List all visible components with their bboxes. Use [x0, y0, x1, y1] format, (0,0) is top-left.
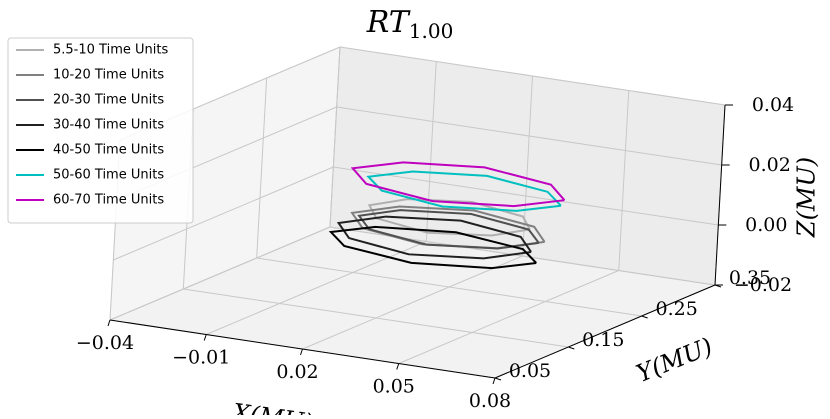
chart-title: RT1.00 [366, 5, 454, 43]
legend-label: 40-50 Time Units [53, 143, 164, 158]
x-tick-label: 0.08 [469, 390, 511, 412]
legend-label: 10-20 Time Units [53, 68, 164, 83]
x-tick [300, 348, 303, 356]
x-tick [492, 377, 496, 385]
y-tick [494, 377, 502, 381]
grid-line [329, 46, 341, 228]
grid-line [522, 75, 533, 257]
y-tick [641, 315, 648, 319]
orbit-line [328, 225, 537, 270]
x-tick-label: −0.04 [76, 332, 134, 354]
legend: 5.5-10 Time Units 10-20 Time Units 20-30 T… [7, 37, 194, 224]
legend-label: 5.5-10 Time Units [53, 43, 168, 58]
grid-line [183, 288, 569, 348]
z-tick-label: 0.04 [752, 94, 794, 116]
grid-line [333, 166, 719, 226]
title-subscript: 1.00 [409, 19, 454, 43]
x-axis-label: X(MU) [229, 398, 315, 415]
legend-label: 50-60 Time Units [53, 168, 164, 183]
orbit-line [357, 209, 540, 250]
title-main: RT [366, 5, 411, 40]
orbit-line [367, 198, 531, 237]
x-tick [396, 363, 400, 370]
grid-line [256, 257, 642, 317]
grid-line [618, 90, 630, 271]
y-axis-label: Y(MU) [632, 332, 716, 388]
x-tick [203, 334, 207, 341]
y-tick-label: 0.05 [509, 360, 551, 382]
grid-line [302, 255, 523, 350]
x-tick-label: 0.02 [276, 361, 318, 383]
grid-line [113, 166, 334, 261]
grid-line [109, 226, 331, 321]
y-tick-label: 0.35 [729, 267, 771, 289]
x-tick [107, 319, 111, 327]
z-axis-line [714, 104, 726, 286]
y-tick-label: 0.25 [656, 298, 698, 320]
y-axis-line [494, 284, 716, 379]
legend-label: 30-40 Time Units [53, 118, 164, 133]
x-tick-label: 0.05 [373, 376, 415, 398]
y-tick [568, 346, 575, 350]
orbit-line [366, 170, 562, 212]
legend-label: 60-70 Time Units [53, 193, 164, 208]
orbit-line [350, 161, 566, 208]
z-tick-label: 0.02 [749, 154, 791, 176]
grid-line [398, 270, 619, 364]
orbit-line [336, 215, 532, 260]
x-axis-line [109, 319, 496, 379]
z-axis-label: Z(MU) [793, 157, 821, 238]
grid-line [339, 46, 726, 106]
x-tick-label: −0.01 [172, 347, 230, 369]
grid-line [256, 77, 268, 259]
z-tick-label: −0.02 [734, 274, 792, 296]
legend-frame [7, 37, 194, 224]
y-tick-label: 0.15 [582, 329, 624, 351]
grid-line [336, 106, 722, 166]
legend-label: 20-30 Time Units [53, 93, 164, 108]
z-tick-label: 0.00 [745, 214, 787, 236]
